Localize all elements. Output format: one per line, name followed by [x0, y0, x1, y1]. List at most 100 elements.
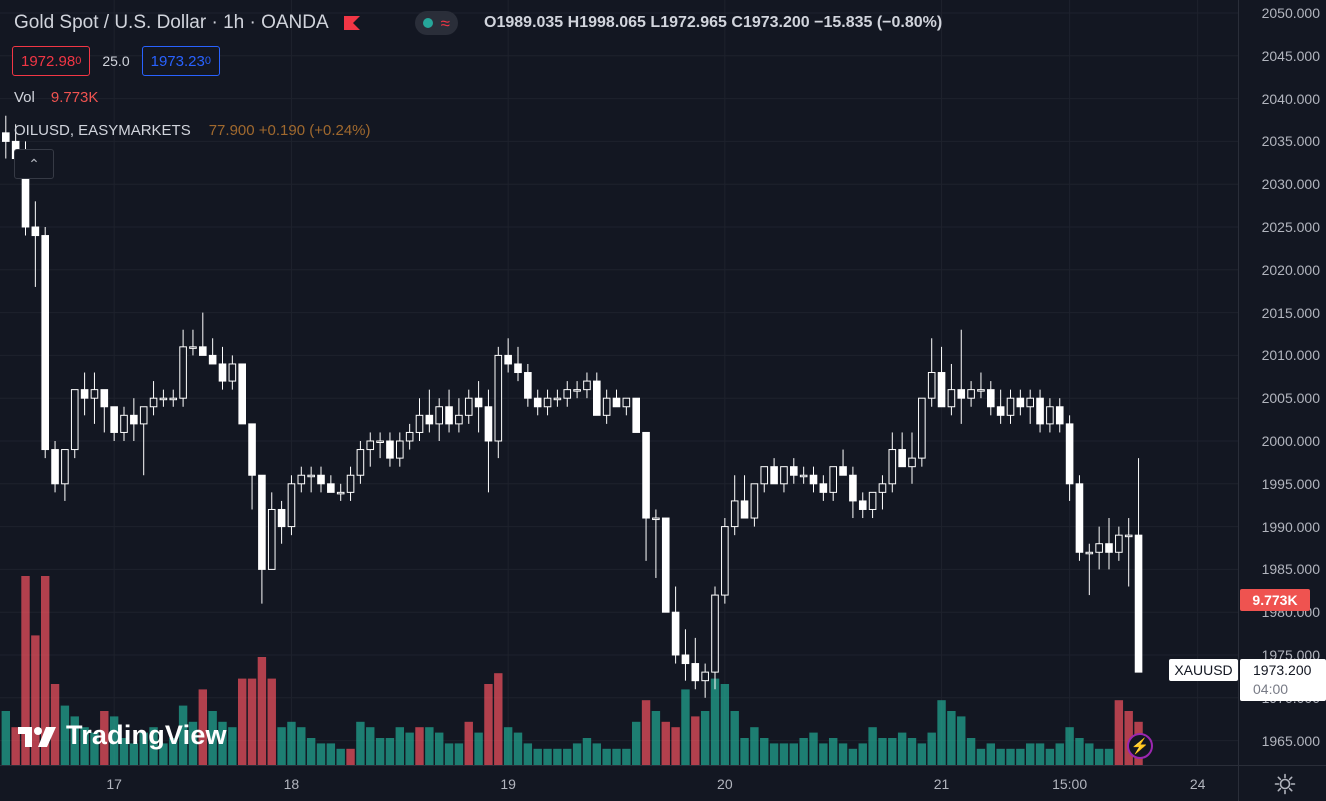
volume-bar — [415, 727, 424, 765]
volume-bar — [405, 732, 414, 765]
flag-icon[interactable] — [343, 15, 361, 31]
volume-bar — [1035, 743, 1045, 765]
candle-up — [1026, 397, 1035, 408]
volume-bar — [425, 727, 434, 765]
candle-down — [484, 406, 493, 442]
price-axis-label: 1965.000 — [1261, 732, 1320, 749]
compare-legend[interactable]: OILUSD, EASYMARKETS 77.900 +0.190 (+0.24… — [14, 122, 371, 139]
volume-bar — [100, 711, 109, 765]
candle-down — [790, 466, 798, 476]
last-price: 1973.200 — [1253, 662, 1312, 678]
candle-down — [386, 440, 394, 459]
volume-bar — [267, 678, 276, 765]
price-axis-label: 2000.000 — [1261, 433, 1320, 449]
volume-legend[interactable]: Vol 9.773K — [14, 89, 98, 106]
candle-down — [671, 611, 680, 656]
candle-down — [1065, 423, 1074, 485]
volume-bar — [336, 748, 345, 765]
price-axis-label: 2005.000 — [1261, 390, 1320, 407]
volume-bar — [80, 727, 89, 765]
candle-up — [494, 354, 503, 442]
volume-bar — [484, 684, 493, 765]
spread-value: 25.0 — [102, 53, 130, 69]
volume-bar — [523, 743, 533, 765]
symbol-title[interactable]: Gold Spot / U.S. Dollar · 1h · OANDA — [14, 12, 329, 33]
volume-bar — [917, 743, 927, 765]
candle-up — [120, 414, 128, 433]
market-status-pill[interactable]: ≈ — [414, 11, 459, 35]
volume-bar — [1065, 727, 1074, 765]
volume-bar — [435, 732, 444, 765]
candle-up — [622, 397, 631, 408]
volume-bar — [858, 743, 867, 765]
candle-up — [464, 397, 473, 416]
lightning-icon[interactable]: ⚡ — [1127, 733, 1153, 759]
candle-down — [839, 466, 847, 476]
candle-up — [1095, 543, 1103, 553]
volume-bar — [474, 732, 483, 765]
candle-up — [583, 380, 591, 391]
sell-button[interactable]: 1972.98 0 — [12, 46, 91, 76]
candle-down — [533, 397, 542, 408]
volume-bar — [897, 732, 907, 765]
volume-label: Vol — [14, 89, 35, 106]
volume-bar — [641, 700, 651, 765]
candle-down — [100, 389, 109, 408]
volume-bar — [31, 635, 40, 765]
volume-bar — [848, 748, 858, 765]
price-axis-label: 1990.000 — [1261, 518, 1320, 535]
time-axis-label: 18 — [283, 776, 300, 792]
buy-button[interactable]: 1973.23 0 — [141, 46, 220, 76]
candle-up — [760, 466, 769, 485]
time-axis-label: 20 — [717, 776, 733, 792]
buy-price: 1973.23 — [150, 52, 205, 70]
volume-bar — [287, 721, 296, 765]
candle-down — [31, 226, 40, 237]
candle-up — [189, 346, 197, 349]
candle-down — [51, 449, 59, 485]
candle-down — [858, 500, 867, 510]
volume-bar — [277, 727, 286, 765]
candle-up — [799, 474, 808, 478]
price-axis-label: 1985.000 — [1261, 561, 1320, 578]
candle-down — [130, 414, 138, 425]
trade-buttons: 1972.98 0 25.0 1973.23 0 — [12, 46, 220, 76]
candle-down — [593, 380, 601, 416]
volume-bar — [976, 748, 986, 765]
volume-bar — [720, 684, 730, 765]
settings-gear-icon[interactable] — [1274, 773, 1296, 795]
volume-bar — [1114, 700, 1124, 765]
volume-bar — [769, 743, 779, 765]
volume-bar — [11, 727, 20, 765]
candle-up — [366, 440, 375, 451]
volume-bar — [494, 673, 503, 765]
candle-down — [770, 466, 778, 485]
volume-bar — [799, 738, 808, 765]
volume-bar — [297, 727, 306, 765]
candle-down — [809, 474, 818, 485]
candle-down — [2, 132, 10, 142]
volume-bar — [208, 711, 217, 765]
volume-bar — [129, 743, 139, 765]
volume-bar — [1045, 748, 1055, 765]
candle-down — [514, 363, 522, 374]
volume-bar — [868, 727, 877, 765]
collapse-legend-button[interactable]: ⌃ — [14, 149, 54, 179]
volume-bar — [700, 711, 710, 765]
high-label: H — [567, 14, 580, 31]
tradingview-logo[interactable]: TradingView — [16, 720, 227, 751]
candle-up — [307, 474, 315, 478]
candle-up — [780, 466, 788, 485]
time-axis-label: 24 — [1189, 776, 1206, 792]
candle-down — [1036, 397, 1044, 425]
candle-up — [287, 483, 296, 528]
candle-down — [691, 663, 700, 682]
last-price-tag: 1973.200 04:00 — [1240, 659, 1326, 701]
volume-bar — [947, 711, 956, 765]
candle-down — [1016, 397, 1025, 408]
volume-bar — [454, 743, 464, 765]
volume-bar — [829, 738, 838, 765]
candle-up — [415, 414, 424, 433]
candle-down — [1134, 534, 1143, 673]
